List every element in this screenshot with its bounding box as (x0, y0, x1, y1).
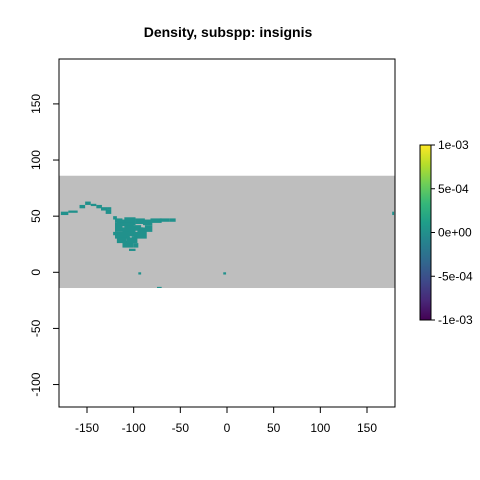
x-tick-label: -150 (75, 421, 99, 435)
plot-area (59, 175, 395, 289)
y-tick-label: -100 (29, 372, 43, 396)
occupied-cell (133, 243, 139, 248)
occupied-cell (68, 210, 78, 213)
occupied-cell (223, 272, 227, 275)
x-tick-label: -100 (122, 421, 146, 435)
occupied-cell (107, 207, 112, 210)
chart-title: Density, subspp: insignis (144, 24, 313, 40)
na-cell (135, 230, 138, 232)
legend-tick-label: 5e-04 (438, 182, 469, 196)
color-legend: 1e-03 5e-04 0e+00 -5e-04 -1e-03 (419, 138, 473, 327)
occupied-cell (143, 219, 153, 226)
x-tick-label: 0 (224, 421, 231, 435)
y-tick-label: 0 (29, 269, 43, 276)
occupied-cell (101, 207, 108, 211)
occupied-cell (150, 218, 162, 223)
occupied-cell (157, 286, 162, 289)
na-cell (122, 226, 125, 228)
occupied-cell (124, 217, 136, 226)
occupied-cell (138, 272, 142, 275)
occupied-cell (169, 218, 176, 222)
occupied-cell (144, 225, 153, 232)
occupied-cell (129, 248, 136, 251)
x-tick-label: -50 (172, 421, 190, 435)
occupied-cell (105, 209, 112, 214)
occupied-cell (96, 204, 102, 209)
y-tick-label: 150 (29, 94, 43, 114)
x-tick-label: 150 (357, 421, 377, 435)
occupied-cell (159, 218, 170, 222)
occupied-cell (85, 201, 91, 205)
occupied-cell (60, 211, 69, 216)
occupied-cell (122, 240, 134, 248)
x-tick-label: 100 (310, 421, 330, 435)
occupied-cell (392, 211, 395, 216)
raster-band (59, 175, 395, 289)
legend-tick-label: -1e-03 (438, 313, 473, 327)
occupied-cell (122, 225, 142, 237)
legend-tick-label: 0e+00 (438, 226, 472, 240)
occupied-cell (133, 227, 147, 239)
legend-colorbar (419, 144, 432, 321)
occupied-cell (113, 216, 117, 220)
occupied-cell (139, 227, 144, 231)
y-tick-label: 100 (29, 150, 43, 170)
x-tick-label: 50 (267, 421, 281, 435)
occupied-cell (79, 204, 86, 209)
occupied-cell (90, 203, 97, 207)
y-tick-label: 50 (29, 209, 43, 223)
legend-tick-label: -5e-04 (438, 269, 473, 283)
axes: -150 -100 -50 0 50 100 150 -100 -50 0 50 100 150 (29, 58, 396, 435)
occupied-cell (126, 236, 138, 244)
y-tick-label: -50 (29, 319, 43, 337)
occupied-cell (113, 231, 118, 236)
occupied-cell (115, 231, 129, 239)
occupied-cell (135, 218, 145, 225)
na-cell (143, 226, 145, 228)
na-cell (129, 236, 132, 238)
legend-tick-label: 1e-03 (438, 138, 469, 152)
occupied-cell (116, 237, 127, 244)
